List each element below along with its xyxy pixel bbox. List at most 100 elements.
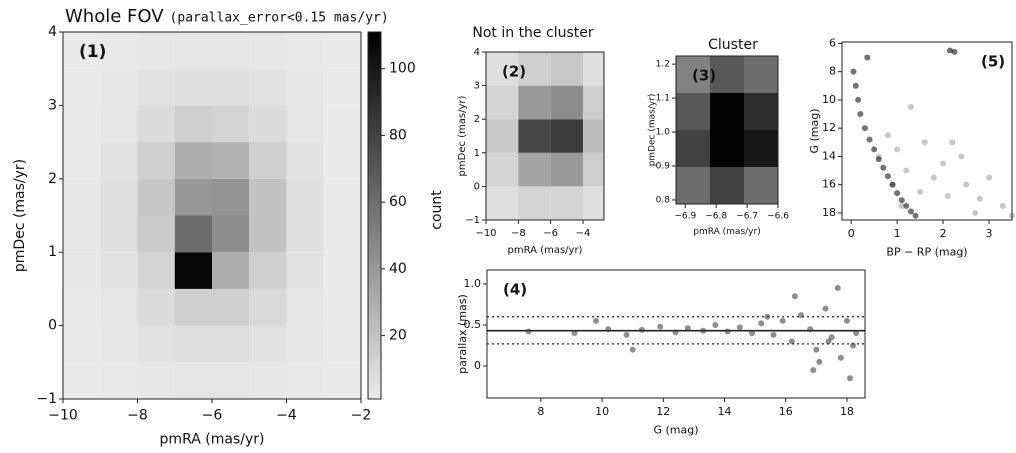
- heatmap-cell: [486, 152, 519, 187]
- panel-label: (5): [981, 53, 1005, 71]
- y-axis-label: pmDec (mas/yr): [457, 95, 468, 176]
- x-tick-label: −6.6: [767, 212, 789, 222]
- chart-title: Whole FOV: [65, 6, 164, 27]
- y-tick-label: 12: [822, 121, 836, 134]
- y-tick-label: 2: [48, 171, 57, 187]
- point: [700, 327, 707, 334]
- heatmap-cell: [286, 105, 324, 143]
- heatmap-cell: [676, 130, 710, 167]
- point: [921, 139, 928, 146]
- heatmap-cell: [137, 288, 175, 326]
- point: [986, 174, 993, 181]
- heatmap-cell: [286, 142, 324, 179]
- point: [907, 103, 914, 110]
- heatmap-cell: [174, 252, 212, 289]
- heatmap-cell: [137, 178, 175, 216]
- point: [898, 197, 905, 204]
- point: [864, 54, 871, 61]
- y-tick-label: 1.0: [464, 277, 482, 290]
- y-axis-label: parallax (mas): [456, 294, 469, 374]
- y-tick-label: 1.2: [656, 60, 670, 70]
- axes-frame: [486, 269, 866, 399]
- heatmap-cell: [174, 32, 212, 69]
- heatmap-cell: [100, 252, 138, 289]
- point: [791, 293, 798, 300]
- point: [857, 111, 864, 118]
- heatmap-cell: [323, 142, 361, 179]
- heatmap-cell: [100, 68, 138, 106]
- axes-frame: [841, 41, 1013, 221]
- y-tick-label: 3: [474, 81, 480, 92]
- point: [875, 156, 882, 163]
- heatmap-cell: [323, 68, 361, 106]
- heatmap-cell: [212, 288, 250, 326]
- x-tick-label: −6.8: [705, 212, 727, 222]
- point: [724, 328, 731, 335]
- heatmap-cell: [249, 142, 287, 179]
- point: [736, 324, 743, 331]
- heatmap-cell: [249, 215, 287, 253]
- point: [825, 338, 832, 345]
- heatmap-cell: [63, 32, 101, 69]
- heatmap-cell: [710, 56, 744, 93]
- heatmap-cell: [100, 105, 138, 143]
- heatmap-cell: [518, 119, 551, 153]
- point: [871, 146, 878, 153]
- heatmap-cell: [63, 362, 101, 399]
- heatmap-cell: [744, 93, 778, 130]
- colorbar-tick-label: 100: [389, 61, 416, 77]
- heatmap-cell: [710, 93, 744, 130]
- x-tick-label: −6: [543, 228, 558, 239]
- heatmap-cell: [323, 32, 361, 69]
- heatmap-cell: [486, 52, 519, 86]
- heatmap-cell: [249, 105, 287, 143]
- heatmap-cell: [63, 105, 101, 143]
- point: [758, 320, 765, 327]
- heatmap-cell: [63, 325, 101, 363]
- colorbar-label: count: [429, 190, 445, 230]
- heatmap-cell: [100, 178, 138, 216]
- point: [866, 136, 873, 143]
- point: [884, 132, 891, 139]
- point: [571, 330, 578, 337]
- point: [903, 202, 910, 209]
- heatmap-cell: [100, 362, 138, 399]
- heatmap-cell: [323, 252, 361, 289]
- x-axis-label: pmRA (mas/yr): [693, 227, 760, 237]
- point: [813, 346, 820, 353]
- heatmap-cell: [323, 215, 361, 253]
- heatmap-cell: [249, 68, 287, 106]
- heatmap-cell: [582, 119, 604, 153]
- x-tick-label: 0: [848, 227, 855, 240]
- y-tick-label: 0.9: [656, 161, 671, 171]
- x-tick-label: 18: [840, 405, 854, 418]
- heatmap-cell: [137, 252, 175, 289]
- panel-label: (1): [79, 42, 106, 62]
- point: [712, 321, 719, 328]
- x-tick-label: 14: [718, 405, 732, 418]
- heatmap-cell: [63, 288, 101, 326]
- heatmap-cell: [323, 288, 361, 326]
- point: [894, 146, 901, 153]
- point: [917, 188, 924, 195]
- chart-title: Cluster: [708, 37, 758, 53]
- colorbar: [367, 31, 382, 400]
- heatmap-cell: [744, 56, 778, 93]
- x-axis-label: pmRA (mas/yr): [508, 245, 583, 256]
- point: [779, 317, 786, 324]
- point: [828, 334, 835, 341]
- point: [605, 326, 612, 333]
- heatmap-cell: [174, 178, 212, 216]
- heatmap-cell: [518, 152, 551, 187]
- heatmap-cell: [174, 325, 212, 363]
- x-axis-label: BP − RP (mag): [886, 246, 967, 259]
- y-tick-label: 18: [822, 206, 836, 219]
- y-tick-label: 3: [48, 97, 57, 113]
- heatmap-cell: [286, 32, 324, 69]
- point: [638, 326, 645, 333]
- x-tick-label: −2: [351, 408, 372, 424]
- heatmap-cell: [518, 85, 551, 120]
- heatmap-cell: [286, 288, 324, 326]
- heatmap-cell: [286, 215, 324, 253]
- heatmap-cell: [137, 362, 175, 399]
